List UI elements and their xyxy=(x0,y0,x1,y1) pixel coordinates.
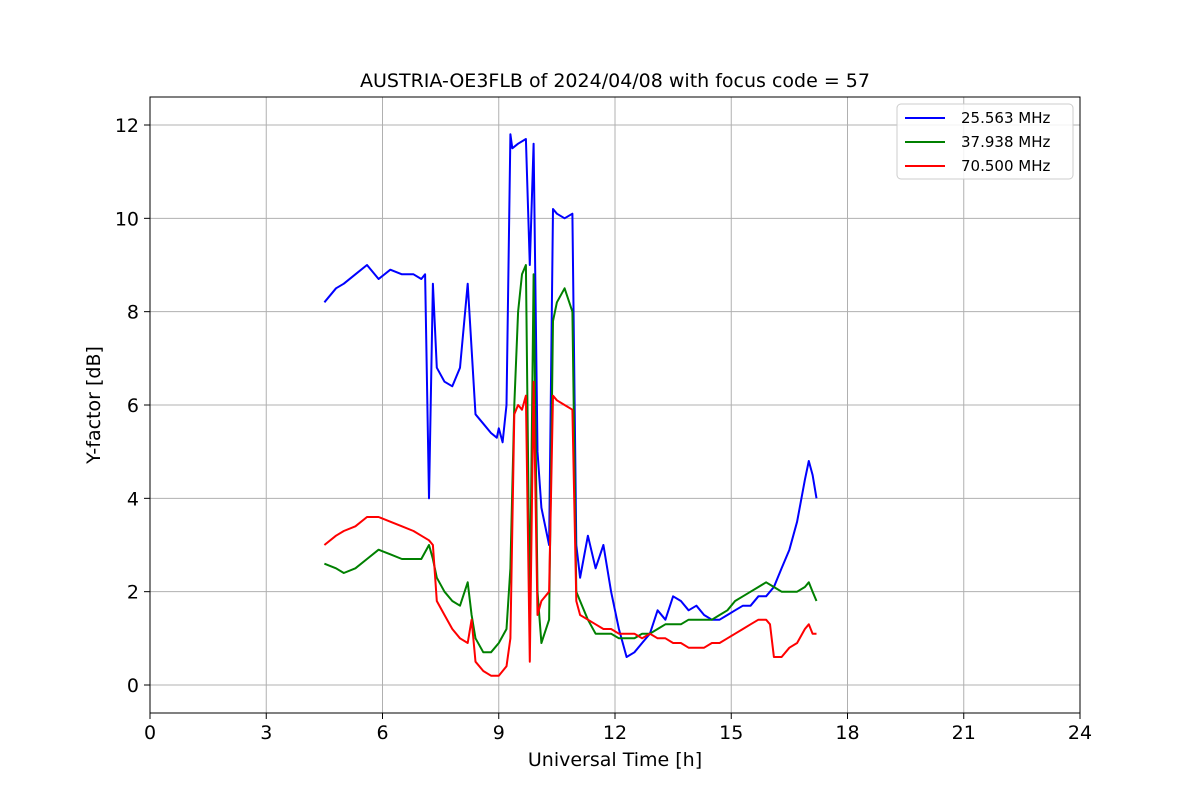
x-tick-label: 18 xyxy=(835,722,859,744)
y-tick-label: 6 xyxy=(127,395,139,417)
chart-title: AUSTRIA-OE3FLB of 2024/04/08 with focus … xyxy=(360,70,870,92)
x-tick-label: 15 xyxy=(719,722,743,744)
y-axis-label: Y-factor [dB] xyxy=(83,346,105,465)
x-tick-label: 24 xyxy=(1068,722,1092,744)
x-tick-label: 21 xyxy=(952,722,976,744)
x-tick-label: 3 xyxy=(260,722,272,744)
series-layer xyxy=(323,133,818,677)
y-tick-label: 8 xyxy=(127,302,139,324)
y-tick-label: 0 xyxy=(127,675,139,697)
legend-box xyxy=(896,103,1074,180)
legend: 25.563 MHz 37.938 MHz 70.500 MHz xyxy=(896,103,1074,180)
legend-label-2: 70.500 MHz xyxy=(961,157,1050,175)
legend-label-1: 37.938 MHz xyxy=(961,133,1050,151)
x-tick-label: 12 xyxy=(603,722,627,744)
x-axis-label: Universal Time [h] xyxy=(528,749,702,771)
series-line-0 xyxy=(323,133,818,658)
y-tick-label: 2 xyxy=(127,582,139,604)
x-tick-label: 0 xyxy=(144,722,156,744)
x-tick-label: 9 xyxy=(493,722,505,744)
series-line-2 xyxy=(323,380,817,677)
legend-label-0: 25.563 MHz xyxy=(961,109,1050,127)
x-tick-label: 6 xyxy=(376,722,388,744)
y-tick-label: 4 xyxy=(127,488,139,510)
y-tick-label: 10 xyxy=(115,208,139,230)
y-tick-label: 12 xyxy=(115,115,139,137)
